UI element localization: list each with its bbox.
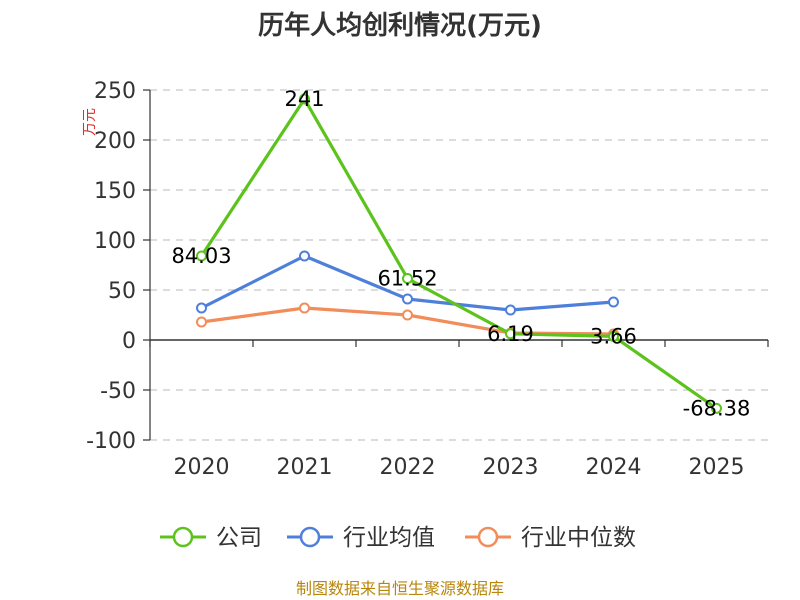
y-tick-label: 250: [94, 79, 136, 104]
data-point: [505, 328, 516, 340]
data-point: [402, 272, 413, 284]
data-label: 3.66: [590, 324, 637, 348]
legend-label: 行业均值: [343, 525, 435, 551]
series-line: [200, 97, 718, 410]
data-point: [711, 402, 722, 414]
data-point: [299, 302, 310, 314]
source-note: 制图数据来自恒生聚源数据库: [296, 579, 504, 598]
data-point: [196, 316, 207, 328]
data-point: [402, 309, 413, 321]
y-tick-label: 50: [108, 279, 136, 304]
data-point: [608, 330, 619, 342]
x-tick-label: 2025: [689, 455, 745, 480]
x-tick-label: 2023: [483, 455, 539, 480]
y-tick-label: 0: [122, 329, 136, 354]
data-point: [196, 250, 207, 262]
y-tick-label: 100: [94, 229, 136, 254]
y-axis-unit-label: 万元: [82, 108, 98, 136]
y-axis-ticks: 250 200 150 100 50 0 -50 -100: [86, 79, 136, 454]
data-labels: 84.03 241 61.52 6.19 3.66 -68.38: [171, 87, 750, 420]
legend-label: 行业中位数: [521, 525, 636, 551]
data-point: [196, 302, 207, 314]
x-tick-label: 2024: [586, 455, 642, 480]
data-point: [299, 93, 310, 105]
data-label: 61.52: [377, 266, 437, 290]
data-label: 84.03: [171, 244, 231, 268]
legend-swatch-marker: [172, 526, 194, 548]
x-tick-label: 2022: [380, 455, 436, 480]
x-tick-label: 2021: [277, 455, 333, 480]
data-point: [402, 293, 413, 305]
y-tick-label: -100: [86, 429, 136, 454]
data-point: [608, 296, 619, 308]
y-tick-label: 200: [94, 129, 136, 154]
data-point: [505, 304, 516, 316]
y-tick-label: -50: [100, 379, 136, 404]
y-tick-label: 150: [94, 179, 136, 204]
series-lines: [196, 93, 722, 414]
chart-title: 历年人均创利情况(万元): [258, 10, 542, 41]
data-label: -68.38: [683, 396, 751, 420]
data-label: 241: [284, 87, 324, 111]
x-axis-ticks: 2020 2021 2022 2023 2024 2025: [174, 455, 745, 480]
axes: [143, 89, 769, 441]
data-label: 6.19: [487, 322, 534, 346]
legend-swatch-marker: [477, 526, 499, 548]
data-point: [299, 250, 310, 262]
legend-swatch-marker: [299, 526, 321, 548]
grid-lines: [150, 89, 768, 441]
legend: 公司 行业均值 行业中位数: [160, 525, 636, 551]
x-tick-label: 2020: [174, 455, 230, 480]
legend-label: 公司: [216, 525, 262, 551]
